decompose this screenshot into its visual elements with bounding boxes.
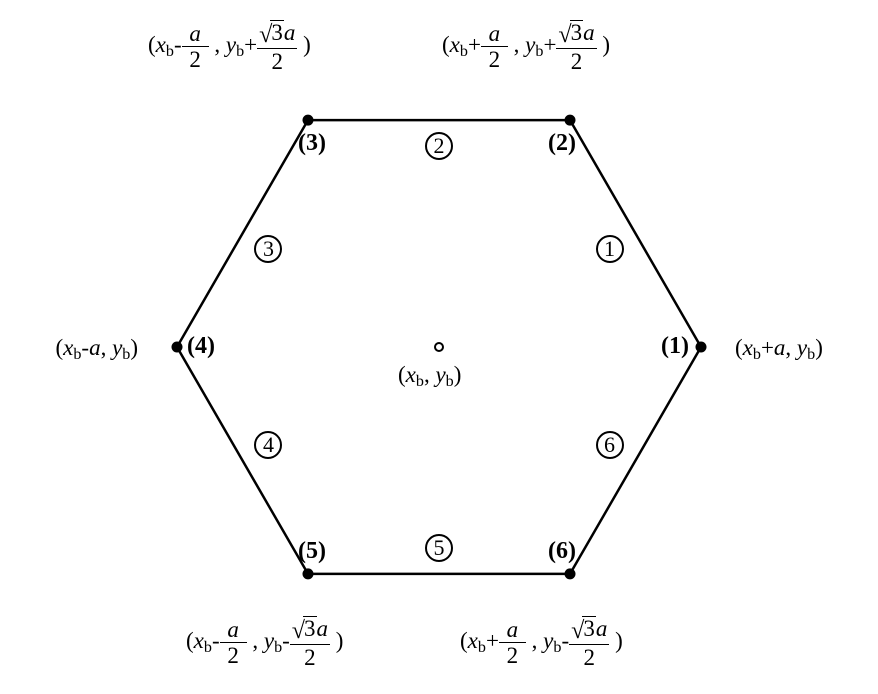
edge-num-5: 5 [425, 534, 453, 562]
vertex-num-5: (5) [298, 538, 326, 565]
vertex-num-3: (3) [298, 130, 326, 157]
coord-label-v4: (xb-a, yb) [55, 335, 138, 364]
edge-num-4: 4 [254, 431, 282, 459]
center-coord-label: (xb, yb) [398, 362, 461, 391]
center-dot [435, 343, 443, 351]
edge-num-3: 3 [254, 235, 282, 263]
coord-label-v2: (xb+ a 2 , yb+3a2 ) [442, 20, 610, 73]
edge-num-2: 2 [425, 132, 453, 160]
edge-num-6: 6 [596, 431, 624, 459]
coord-label-v5: (xb- a 2 , yb-3a2 ) [186, 616, 343, 669]
coord-label-v6: (xb+ a 2 , yb-3a2 ) [460, 616, 623, 669]
vertex-num-4: (4) [187, 333, 215, 360]
coord-label-v3: (xb- a 2 , yb+3a2 ) [148, 20, 311, 73]
vertex-num-6: (6) [548, 538, 576, 565]
edge-num-1: 1 [596, 235, 624, 263]
coord-label-v1: (xb+a, yb) [735, 335, 823, 364]
vertex-num-1: (1) [661, 333, 689, 360]
vertex-num-2: (2) [548, 130, 576, 157]
